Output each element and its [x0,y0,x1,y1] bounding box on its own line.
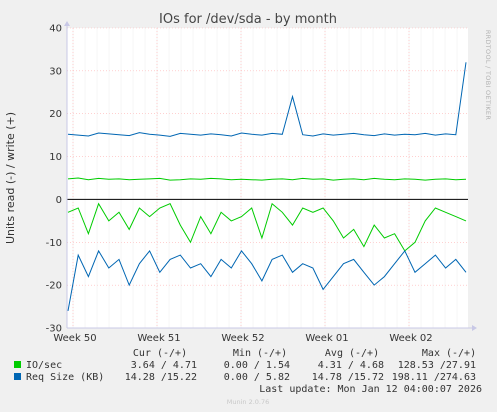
legend-min-req: 0.00 / 5.82 [224,372,290,383]
legend-header-cur: Cur (-/+) [133,348,187,359]
x-tick-label: Week 01 [305,333,348,344]
y-tick-label: -30 [46,324,62,335]
legend-max-io: 128.53 /27.91 [398,360,476,371]
y-tick-label: 20 [49,109,62,120]
rrdtool-credit: RRDTOOL / TOBI OETIKER [484,30,492,120]
plot-area [67,28,468,328]
legend-header-min: Min (-/+) [233,348,287,359]
y-tick-label: 40 [49,24,62,35]
y-axis-label: Units read (-) / write (+) [4,112,17,244]
axes: -30 -20 -10 0 10 20 30 40 Week 50 Week 51 Week 52 W… [46,21,477,344]
chart-title: IOs for /dev/sda - by month [159,12,337,27]
x-tick-label: Week 50 [53,333,96,344]
legend-swatch-io [14,361,21,368]
y-tick-label: 10 [49,152,62,163]
legend-avg-io: 4.31 / 4.68 [318,360,384,371]
last-update: Last update: Mon Jan 12 04:00:07 2026 [259,384,482,395]
series-line [67,202,467,252]
legend-max-req: 198.11 /274.63 [392,372,476,383]
legend-name-req: Req Size (KB) [26,372,104,383]
munin-version: Munin 2.0.76 [227,398,270,406]
y-axis-arrow [64,21,70,26]
x-tick-label: Week 02 [389,333,432,344]
x-tick-label: Week 52 [221,333,264,344]
x-axis-arrow [472,325,477,331]
legend-header-avg: Avg (-/+) [325,348,379,359]
legend-avg-req: 14.78 /15.72 [312,372,384,383]
y-tick-label: -20 [46,281,62,292]
legend-cur-io: 3.64 / 4.71 [131,360,197,371]
legend-swatch-req [14,373,21,380]
y-tick-label: 0 [56,195,62,206]
legend-name-io: IO/sec [26,360,62,371]
legend-header-max: Max (-/+) [422,348,476,359]
legend-min-io: 0.00 / 1.54 [224,360,290,371]
series-lines [67,62,467,311]
legend-cur-req: 14.28 /15.22 [125,372,197,383]
series-line [67,177,467,181]
series-line [67,62,467,137]
y-tick-label: 30 [49,66,62,77]
y-tick-label: -10 [46,238,62,249]
series-line [67,249,467,311]
x-tick-label: Week 51 [137,333,180,344]
